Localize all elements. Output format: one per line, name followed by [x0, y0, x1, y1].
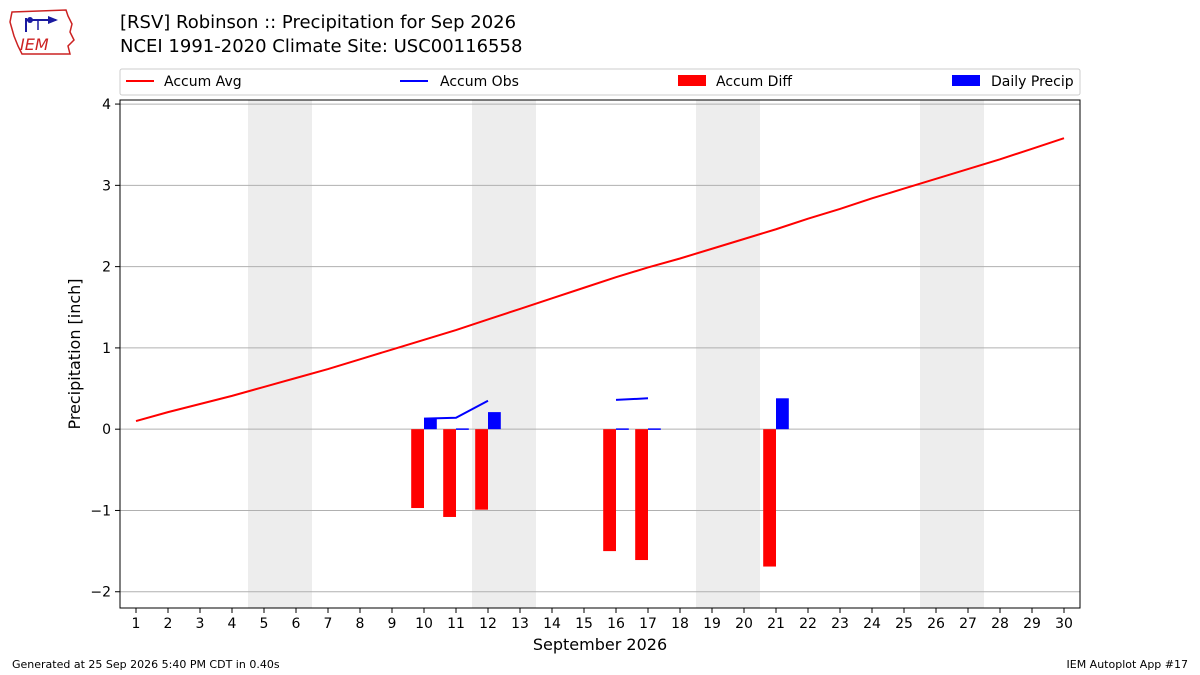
- x-tick-label: 22: [799, 616, 817, 632]
- accum-avg-line: [135, 137, 1065, 423]
- x-tick-label: 18: [671, 616, 689, 632]
- x-tick-label: 28: [991, 616, 1009, 632]
- y-tick-label: 0: [102, 422, 111, 438]
- x-tick-label: 9: [388, 616, 397, 632]
- y-tick-label: 1: [102, 341, 111, 357]
- x-tick-label: 20: [735, 616, 753, 632]
- x-tick-label: 25: [895, 616, 913, 632]
- weekend-band: [696, 100, 760, 608]
- x-axis-label: September 2026: [533, 635, 667, 654]
- accum-obs-line: [423, 399, 489, 420]
- x-tick-label: 14: [543, 616, 561, 632]
- legend-frame: [119, 68, 1081, 96]
- x-tick-label: 16: [607, 616, 625, 632]
- y-tick-label: −1: [90, 503, 111, 519]
- y-tick-label: 3: [102, 178, 111, 194]
- x-tick-label: 13: [511, 616, 529, 632]
- accum-diff-bar: [475, 429, 488, 510]
- x-tick-label: 19: [703, 616, 721, 632]
- legend: Accum Avg Accum Obs Accum Diff Daily Pre…: [119, 68, 1081, 96]
- daily-precip-bar: [424, 418, 437, 430]
- logo-text: IEM: [20, 35, 49, 54]
- x-tick-label: 7: [324, 616, 333, 632]
- accum-diff-bar: [443, 429, 456, 517]
- plot-frame: [119, 99, 1081, 609]
- weekend-band: [472, 100, 536, 608]
- daily-precip-bar: [776, 398, 789, 430]
- legend-daily-swatch: [952, 75, 980, 86]
- y-tick-label: −2: [90, 585, 111, 601]
- legend-obs-label: Accum Obs: [440, 74, 519, 90]
- x-tick-label: 11: [447, 616, 465, 632]
- y-tick-label: 4: [102, 97, 111, 113]
- app-label: IEM Autoplot App #17: [1066, 658, 1189, 671]
- x-tick-label: 21: [767, 616, 785, 632]
- legend-diff-label: Accum Diff: [716, 74, 792, 90]
- daily-precip-bar: [456, 428, 469, 430]
- chart-subtitle: NCEI 1991-2020 Climate Site: USC00116558: [120, 36, 523, 57]
- x-tick-label: 30: [1055, 616, 1073, 632]
- x-tick-label: 4: [228, 616, 237, 632]
- daily-precip-bar: [488, 412, 501, 430]
- x-tick-label: 5: [260, 616, 269, 632]
- accum-diff-bar: [603, 429, 616, 552]
- legend-daily-label: Daily Precip: [991, 74, 1074, 90]
- accum-diff-bar: [411, 429, 424, 509]
- weekend-band: [248, 100, 312, 608]
- x-tick-label: 3: [196, 616, 205, 632]
- legend-avg-label: Accum Avg: [164, 74, 242, 90]
- x-tick-label: 24: [863, 616, 881, 632]
- x-tick-label: 23: [831, 616, 849, 632]
- accum-diff-bar: [635, 429, 648, 561]
- accum-diff-bar: [763, 429, 776, 567]
- y-tick-label: 2: [102, 260, 111, 276]
- iem-logo: IEM: [9, 9, 75, 55]
- daily-precip-bar: [616, 428, 629, 430]
- x-tick-label: 26: [927, 616, 945, 632]
- generated-note: Generated at 25 Sep 2026 5:40 PM CDT in …: [12, 658, 280, 671]
- daily-precip-bar: [648, 428, 661, 430]
- x-tick-label: 15: [575, 616, 593, 632]
- chart-title: [RSV] Robinson :: Precipitation for Sep …: [120, 12, 517, 33]
- weekend-band: [920, 100, 984, 608]
- x-tick-label: 27: [959, 616, 977, 632]
- legend-diff-swatch: [678, 75, 706, 86]
- x-tick-label: 10: [415, 616, 433, 632]
- x-tick-label: 29: [1023, 616, 1041, 632]
- x-tick-label: 8: [356, 616, 365, 632]
- x-tick-label: 2: [164, 616, 173, 632]
- x-tick-label: 6: [292, 616, 301, 632]
- accum-obs-line: [615, 397, 649, 401]
- x-tick-label: 12: [479, 616, 497, 632]
- x-tick-label: 1: [132, 616, 141, 632]
- x-tick-label: 17: [639, 616, 657, 632]
- y-axis-label: Precipitation [inch]: [65, 278, 84, 429]
